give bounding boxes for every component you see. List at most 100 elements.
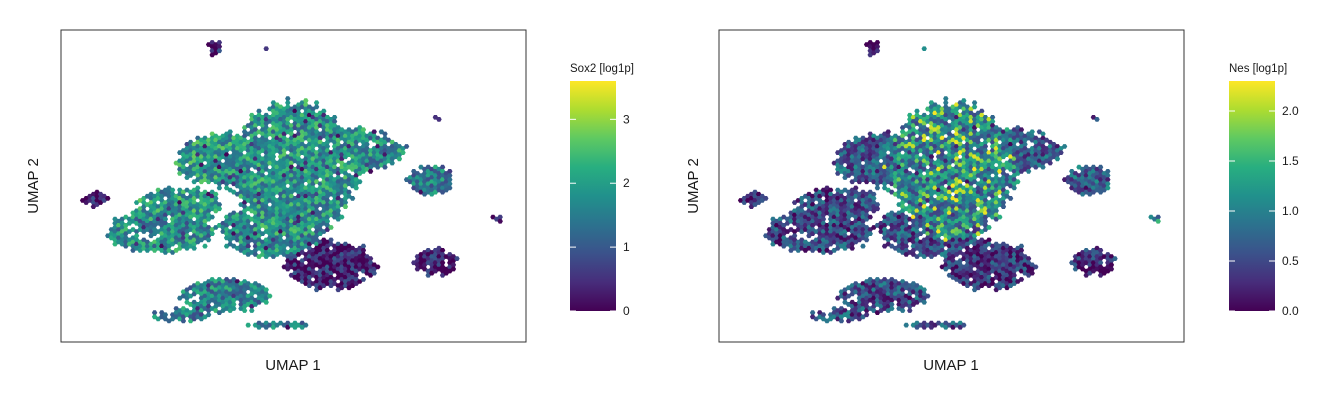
hex-cell [252,281,259,286]
hex-cell [968,110,974,116]
hex-cell [989,256,996,261]
hex-cell [946,235,953,241]
hex-cell [328,200,334,205]
hex-cell [202,144,208,149]
hex-cell [867,160,873,166]
hex-cell [871,42,877,47]
hex-cell [889,227,895,232]
hex-cell [1025,160,1032,166]
hex-cell [928,100,935,106]
hex-cell [863,216,870,222]
hex-cell [921,158,927,164]
hex-cell [968,148,974,153]
hex-cell [896,173,902,178]
hex-cell [831,306,837,311]
hex-cell [907,187,913,193]
hex-cell [867,40,873,45]
hex-cell [1090,264,1097,270]
hex-cell [1043,137,1050,143]
hex-cell [903,144,909,149]
hex-cell [299,237,305,243]
hex-cell [137,210,143,216]
hex-cell [249,112,255,118]
hex-cell [306,129,313,135]
hex-cell [809,310,816,315]
hex-cell [191,154,197,160]
hex-cell [191,208,197,214]
hex-cell [863,229,870,234]
hex-cell [227,154,233,160]
hex-cell [791,212,798,218]
hex-cell [277,175,284,180]
hex-cell [281,185,287,191]
hex-cell [1004,144,1010,149]
hex-cell [231,243,237,249]
hex-cell [339,260,345,266]
hex-cell [310,206,316,212]
hex-cell [306,279,313,284]
hex-cell [328,162,334,168]
hex-cell [317,223,323,228]
hex-cell [349,175,356,180]
hex-cell [270,121,277,126]
hex-cell [971,204,978,209]
hex-cell [824,189,830,195]
hex-cell [932,115,938,120]
hex-cell [921,225,927,230]
hex-cell [353,164,359,170]
hex-cell [191,150,197,155]
hex-cell [274,214,280,220]
hex-cell [1051,150,1057,155]
hex-cell [795,239,801,245]
hex-cell [184,171,190,176]
hex-cell [249,117,255,122]
hex-cell [1097,248,1104,253]
hex-cell [277,212,284,218]
hex-cell [335,241,341,247]
hex-cell [910,248,917,253]
hex-cell [277,117,284,122]
hex-cell [1000,262,1007,268]
hex-cell [191,308,197,313]
hex-cell [953,123,960,128]
hex-cell [360,139,367,145]
hex-cell [346,131,352,137]
hex-cell [346,277,352,282]
hex-cell [385,158,392,164]
hex-cell [838,206,845,212]
hex-cell [845,152,852,157]
hex-cell [328,158,334,164]
hex-cell [418,252,424,257]
hex-cell [791,241,798,247]
hex-cell [292,137,298,143]
hex-cell [331,202,338,207]
hex-cell [335,125,341,130]
hex-cell [1011,260,1017,266]
hex-cell [321,216,327,222]
hex-cell [1018,248,1025,253]
hex-cell [993,187,999,193]
hex-cell [925,243,931,249]
hex-cell [256,196,262,201]
hex-cell [267,322,273,328]
hex-cell [202,214,208,220]
hex-cell [986,204,992,209]
hex-cell [177,187,183,193]
hex-cell [259,293,266,299]
hex-cell [238,164,244,170]
hex-cell [932,139,938,145]
hex-cell [975,198,981,203]
hex-cell [1083,248,1089,253]
hex-cell [975,248,981,253]
hex-cell [425,268,431,274]
hex-cell [896,293,902,299]
hex-cell [964,104,971,110]
hex-cell [180,243,187,249]
hex-cell [878,154,884,160]
hex-cell [986,208,992,214]
hex-cell [835,316,841,322]
hex-cell [1094,117,1100,122]
hex-cell [295,135,302,141]
hex-cell [1087,191,1093,197]
hex-cell [123,231,129,236]
